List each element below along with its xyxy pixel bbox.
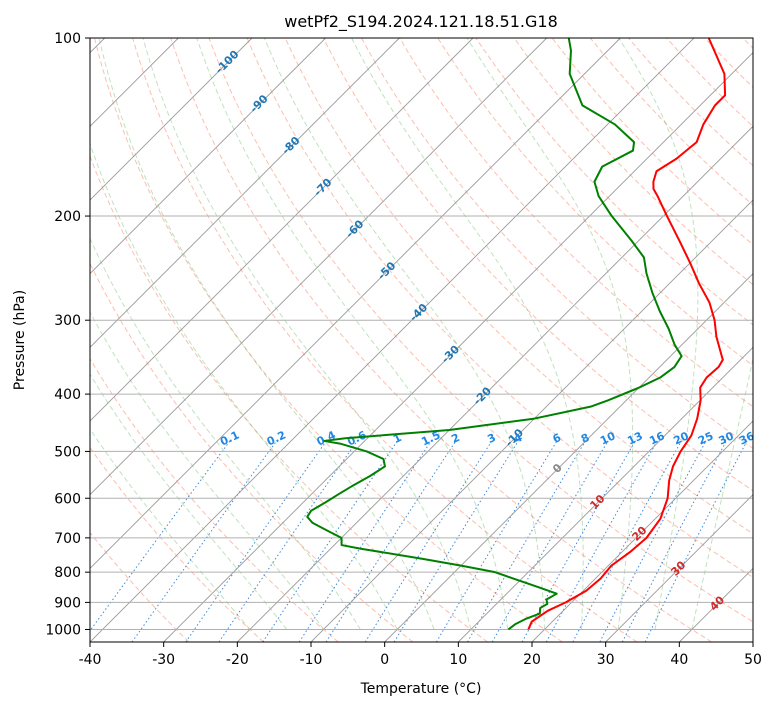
mixing-ratio-line <box>364 440 493 642</box>
y-tick-label: 400 <box>54 387 81 403</box>
moist-adiabat <box>691 356 753 630</box>
moist-adiabat <box>351 38 584 630</box>
dry-adiabat <box>170 38 713 642</box>
y-tick-label: 1000 <box>45 622 81 638</box>
mixing-ratio-line <box>545 440 658 642</box>
mixing-ratio-label: 36 <box>737 429 757 447</box>
y-tick-label: 100 <box>54 31 81 47</box>
isotherm <box>90 38 253 201</box>
mixing-ratio-line <box>90 440 231 632</box>
chart-title: wetPf2_S194.2024.121.18.51.G18 <box>284 12 558 32</box>
y-tick-label: 600 <box>54 491 81 507</box>
mixing-ratio-labels: 0.1 0.2 0.4 0.6 1 1.5 2 3 4 6 8 10 13 16 20 25 30 36 <box>218 428 757 448</box>
isotherm <box>310 199 753 642</box>
mixing-ratio-line <box>298 440 432 642</box>
mixing-ratio-label: 30 <box>716 429 736 447</box>
mixing-ratio-line <box>325 440 457 642</box>
x-axis-label: Temperature (°C) <box>360 681 482 697</box>
isotherm <box>458 346 753 642</box>
isotherm <box>237 125 753 642</box>
mixing-ratio-label: 16 <box>647 429 667 447</box>
isotherm <box>90 38 621 569</box>
dry-adiabat <box>90 531 190 642</box>
isotherm <box>605 494 753 642</box>
y-tick-label: 300 <box>54 313 81 329</box>
moist-adiabat <box>142 38 472 630</box>
isotherm <box>90 38 547 496</box>
dry-adiabat <box>246 38 753 578</box>
dry-adiabat <box>90 357 339 642</box>
x-tick-label: 50 <box>744 652 762 668</box>
x-tick-label: 0 <box>380 652 389 668</box>
moist-adiabat <box>98 38 435 630</box>
dry-adiabat <box>322 38 753 492</box>
moist-adiabat <box>90 311 324 630</box>
plot-area: -100-90-80-70-60-50-40-30-20-10010203040… <box>90 38 757 642</box>
isotherm <box>90 38 474 422</box>
mixing-ratio-line <box>644 440 748 642</box>
x-tick-label: 40 <box>670 652 688 668</box>
x-tick-label: 30 <box>597 652 615 668</box>
x-tick-label: 20 <box>523 652 541 668</box>
moist-adiabat <box>90 142 398 630</box>
y-tick-label: 800 <box>54 565 81 581</box>
isotherm <box>90 38 695 642</box>
dry-adiabat <box>90 446 264 642</box>
y-axis-label: Pressure (hPa) <box>12 290 28 390</box>
y-tick-label: 900 <box>54 595 81 611</box>
moist-adiabat <box>618 38 699 630</box>
axes: -40 -30 -20 -10 0 10 20 30 40 50 100 200 300 400 500 60… <box>45 31 762 668</box>
x-tick-label: -40 <box>79 652 102 668</box>
dewpoint-profile <box>306 38 683 631</box>
mixing-ratio-line <box>467 440 586 642</box>
dry-adiabat <box>94 38 563 642</box>
dry-adiabat <box>132 38 638 642</box>
mixing-ratio-line <box>521 440 636 642</box>
mixing-ratio-line <box>435 440 558 642</box>
isotherm <box>531 420 753 642</box>
y-tick-label: 700 <box>54 531 81 547</box>
dry-adiabat <box>399 38 753 408</box>
temperature-profile <box>527 38 727 630</box>
y-tick-label: 500 <box>54 444 81 460</box>
mixing-ratio-label: 13 <box>625 429 644 447</box>
mixing-ratio-label: 10 <box>598 429 618 447</box>
dry-adiabat <box>208 38 753 623</box>
y-tick-label: 200 <box>54 209 81 225</box>
plot-frame <box>89 37 754 643</box>
background-lines <box>90 38 753 642</box>
mixing-ratio-label: 25 <box>696 429 715 447</box>
isotherm <box>90 38 400 348</box>
mixing-ratio-line <box>491 440 609 642</box>
x-tick-label: -20 <box>226 652 249 668</box>
isotherm <box>163 52 753 642</box>
isotherm <box>90 38 326 275</box>
moist-adiabat <box>196 38 509 630</box>
dry-adiabat <box>361 38 753 450</box>
dry-adiabat <box>90 154 488 642</box>
x-tick-label: -10 <box>300 652 323 668</box>
mixing-ratio-line <box>185 440 327 642</box>
x-tick-label: -30 <box>152 652 175 668</box>
moist-adiabat <box>90 237 361 630</box>
isotherm <box>384 273 753 642</box>
x-tick-label: 10 <box>449 652 467 668</box>
mixing-ratio-line <box>218 440 358 642</box>
moist-adiabat <box>466 38 634 630</box>
mixing-ratio-line <box>262 440 398 642</box>
dry-adiabat <box>513 38 753 286</box>
dry-adiabat <box>284 38 753 535</box>
